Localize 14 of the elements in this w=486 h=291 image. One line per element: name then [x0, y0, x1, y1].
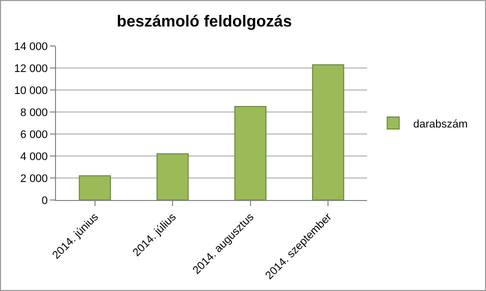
- y-tick-label: 0: [42, 194, 48, 207]
- bar: [78, 175, 111, 200]
- y-tick-label: 14 000: [14, 40, 48, 53]
- chart-title: beszámoló feldolgozás: [116, 14, 292, 31]
- y-tick-label: 8 000: [20, 106, 48, 119]
- y-tick-label: 2 000: [20, 172, 48, 185]
- legend-label: darabszám: [413, 118, 468, 130]
- bar: [234, 106, 266, 200]
- y-tick-label: 4 000: [20, 150, 48, 163]
- bar: [156, 153, 189, 200]
- y-tick-label: 10 000: [14, 84, 48, 97]
- bar: [312, 64, 344, 200]
- y-tick-label: 12 000: [14, 62, 48, 75]
- y-tick-label: 6 000: [20, 128, 48, 141]
